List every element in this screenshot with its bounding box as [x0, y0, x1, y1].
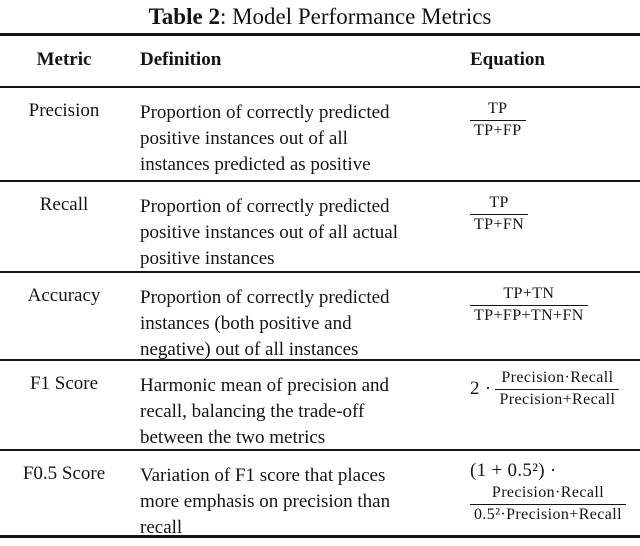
fraction-denominator: Precision+Recall — [499, 390, 616, 408]
equation-cell: TP+TN TP+FP+TN+FN — [440, 273, 640, 363]
fraction-denominator: TP+FP — [474, 121, 522, 139]
metrics-table: Metric Definition Equation Precision Pro… — [0, 33, 640, 538]
fraction: Precision·Recall 0.5²·Precision+Recall — [470, 484, 626, 525]
equation-cell: (1 + 0.5²) · Precision·Recall 0.5²·Preci… — [440, 451, 640, 541]
table-caption-label: Table 2 — [148, 4, 220, 29]
table-row-f05-score: F0.5 Score Variation of F1 score that pl… — [0, 449, 640, 538]
fraction-numerator: TP+TN — [470, 285, 588, 306]
metric-cell: F1 Score — [29, 373, 99, 394]
table-caption: Table 2: Model Performance Metrics — [0, 0, 640, 33]
equation-fraction-line: Precision·Recall 0.5²·Precision+Recall — [470, 484, 640, 525]
definition-cell: Proportion of correctly predicted positi… — [140, 102, 390, 175]
metric-cell: Recall — [39, 194, 89, 215]
equation-prefix: (1 + 0.5²) · — [470, 460, 557, 481]
metric-cell: Precision — [28, 100, 100, 121]
column-header-equation: Equation — [470, 49, 545, 70]
table-row-f1-score: F1 Score Harmonic mean of precision and … — [0, 359, 640, 449]
fraction-numerator: TP — [470, 100, 526, 121]
fraction-numerator: TP — [470, 194, 529, 215]
metric-cell: Accuracy — [27, 285, 101, 306]
fraction: TP TP+FN — [470, 194, 529, 235]
fraction-numerator: Precision·Recall — [470, 484, 626, 505]
fraction-denominator: TP+FP+TN+FN — [474, 306, 584, 324]
column-header-metric: Metric — [36, 49, 92, 70]
metric-cell: F0.5 Score — [22, 463, 106, 484]
fraction-denominator: 0.5²·Precision+Recall — [474, 505, 622, 523]
column-header-definition: Definition — [140, 49, 222, 70]
definition-cell: Harmonic mean of precision and recall, b… — [140, 375, 390, 448]
fraction: TP TP+FP — [470, 100, 526, 141]
equation-cell: 2 · Precision·Recall Precision+Recall — [440, 361, 640, 451]
table-header-row: Metric Definition Equation — [0, 36, 640, 88]
definition-cell: Variation of F1 score that places more e… — [140, 465, 391, 538]
equation-prefix: 2 · — [470, 378, 492, 400]
fraction: Precision·Recall Precision+Recall — [495, 369, 620, 410]
table-row-accuracy: Accuracy Proportion of correctly predict… — [0, 271, 640, 360]
table-row-precision: Precision Proportion of correctly predic… — [0, 88, 640, 180]
fraction: TP+TN TP+FP+TN+FN — [470, 285, 588, 326]
table-caption-text: : Model Performance Metrics — [219, 4, 492, 29]
definition-cell: Proportion of correctly predicted positi… — [140, 196, 399, 269]
fraction-denominator: TP+FN — [474, 215, 525, 233]
fraction-numerator: Precision·Recall — [495, 369, 620, 390]
table-row-recall: Recall Proportion of correctly predicted… — [0, 180, 640, 271]
equation-cell: TP TP+FP — [440, 88, 640, 180]
definition-cell: Proportion of correctly predicted instan… — [140, 287, 390, 360]
equation-cell: TP TP+FN — [440, 182, 640, 272]
